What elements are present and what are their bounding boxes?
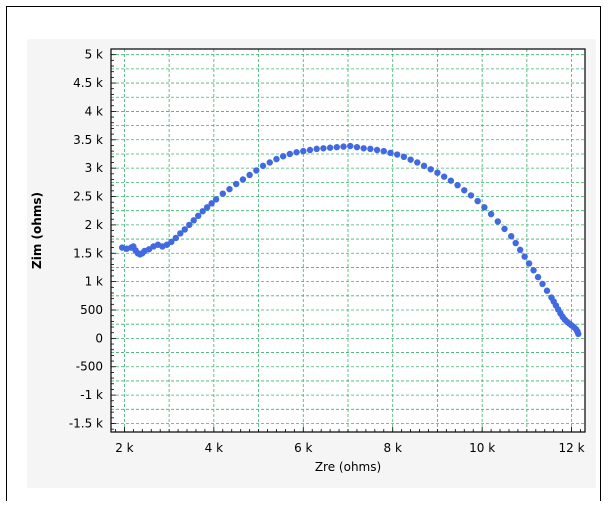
data-point (373, 146, 381, 154)
data-point (367, 145, 374, 153)
data-point (326, 144, 334, 151)
data-point (512, 239, 519, 247)
data-point (190, 217, 197, 224)
data-points (118, 142, 582, 338)
data-point (246, 171, 253, 179)
data-point (360, 145, 367, 152)
y-tick-label: -500 (76, 360, 103, 374)
y-tick-label: 3 k (85, 161, 103, 175)
x-tick-label: 4 k (205, 441, 223, 455)
x-tick-label: 6 k (294, 441, 312, 455)
data-point (340, 143, 347, 150)
data-point (181, 226, 188, 233)
data-point (320, 145, 327, 152)
data-point (393, 151, 401, 158)
data-point (447, 177, 455, 184)
data-point (286, 150, 294, 158)
data-point (454, 181, 461, 189)
data-point (300, 147, 307, 155)
y-tick-label: 1.5 k (73, 246, 103, 260)
data-point (273, 155, 280, 163)
data-point (279, 153, 287, 160)
data-point (414, 159, 421, 166)
x-tick-label: 8 k (384, 441, 402, 455)
data-point (400, 153, 408, 161)
x-axis-ticks: 2 k 4 k 6 k 8 k 10 k 12 k (115, 427, 585, 455)
data-point (440, 173, 448, 180)
data-point (333, 143, 341, 151)
data-point (530, 267, 537, 274)
y-tick-label: 3.5 k (73, 133, 103, 147)
data-point (508, 233, 515, 240)
y-tick-label: 1 k (85, 275, 103, 289)
data-point (172, 234, 180, 242)
chart-panel: 2 k 4 k 6 k 8 k 10 k 12 k 5 k 4.5 k 4 k 3.5 k 3 k… (27, 39, 596, 488)
y-tick-label: -1.5 k (69, 416, 103, 430)
y-tick-label: 0 (95, 331, 103, 345)
x-tick-label: 12 k (559, 441, 585, 455)
x-tick-label: 2 k (115, 441, 133, 455)
data-point (347, 142, 354, 150)
data-point (494, 218, 502, 225)
data-point (420, 162, 428, 170)
data-point (293, 149, 300, 156)
data-point (487, 210, 495, 218)
data-point (521, 253, 528, 260)
data-point (253, 167, 260, 174)
data-point (219, 190, 226, 197)
data-point (467, 192, 475, 199)
data-point (208, 200, 215, 207)
data-point (259, 162, 267, 170)
data-point (380, 147, 387, 155)
data-point (539, 280, 546, 288)
data-point (313, 145, 320, 153)
data-point (168, 238, 175, 246)
data-point (543, 287, 551, 294)
impedance-scatter-chart: 2 k 4 k 6 k 8 k 10 k 12 k 5 k 4.5 k 4 k 3.5 k 3 k… (30, 48, 586, 474)
data-point (407, 156, 414, 163)
data-point (534, 273, 542, 281)
y-axis-ticks: 5 k 4.5 k 4 k 3.5 k 3 k 2.5 k 2 k 1.5 k 1 k 500 0 -… (69, 48, 116, 430)
data-point (575, 330, 582, 338)
data-point (266, 159, 273, 166)
x-axis-title: Zre (ohms) (315, 460, 381, 474)
data-point (501, 225, 508, 233)
data-point (353, 143, 361, 151)
data-point (516, 246, 524, 254)
y-tick-label: 4.5 k (73, 76, 103, 90)
data-point (306, 146, 314, 154)
data-point (481, 204, 488, 211)
data-point (239, 176, 247, 183)
chart-frame: 2 k 4 k 6 k 8 k 10 k 12 k 5 k 4.5 k 4 k 3.5 k 3 k… (6, 6, 601, 501)
data-point (427, 166, 434, 173)
data-point (226, 185, 233, 193)
y-tick-label: 4 k (85, 104, 103, 118)
data-point (212, 196, 220, 203)
y-tick-label: -1 k (80, 388, 103, 402)
y-tick-label: 2 k (85, 218, 103, 232)
data-point (474, 197, 481, 205)
data-point (434, 169, 441, 176)
data-point (177, 230, 184, 237)
x-tick-label: 10 k (469, 441, 495, 455)
vertical-gridlines (124, 49, 572, 432)
data-point (194, 212, 202, 220)
y-tick-label: 2.5 k (73, 190, 103, 204)
horizontal-gridlines (111, 54, 585, 424)
data-point (387, 149, 394, 157)
data-point (525, 260, 533, 267)
y-tick-label: 500 (80, 303, 103, 317)
data-point (199, 208, 206, 215)
data-point (203, 204, 211, 211)
y-axis-title: Zim (ohms) (30, 192, 44, 269)
data-point (186, 221, 193, 229)
y-tick-label: 5 k (85, 48, 103, 62)
data-point (233, 180, 240, 188)
data-point (461, 187, 468, 194)
